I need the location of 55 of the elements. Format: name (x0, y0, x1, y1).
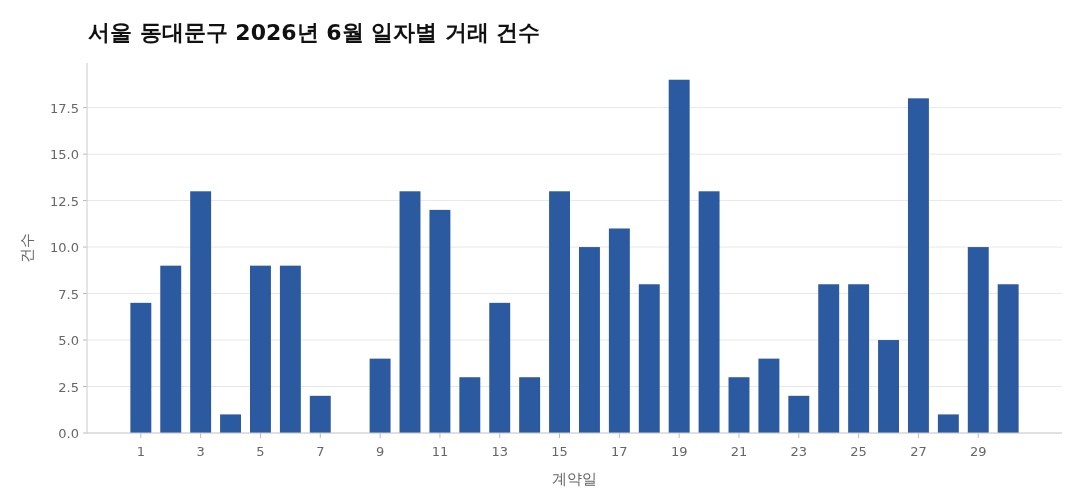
y-tick-label: 17.5 (50, 100, 79, 116)
x-tick-label: 23 (790, 444, 808, 459)
bar (967, 247, 989, 433)
bar (220, 414, 242, 433)
x-tick-label: 3 (196, 444, 205, 459)
y-tick-label: 0.0 (58, 426, 79, 441)
bar (937, 414, 959, 433)
bar (758, 358, 780, 433)
x-tick-label: 1 (136, 444, 145, 459)
bar (429, 209, 451, 433)
bar (668, 79, 690, 433)
bar (788, 395, 810, 433)
x-tick-label: 19 (670, 444, 688, 459)
y-tick-label: 7.5 (58, 286, 79, 302)
x-tick-label: 11 (431, 444, 449, 459)
bar (160, 265, 182, 433)
y-tick-label: 15.0 (50, 147, 79, 163)
bar (578, 247, 600, 433)
x-tick-label: 25 (850, 444, 867, 459)
x-tick-label: 21 (730, 444, 748, 459)
bar (878, 340, 899, 433)
x-tick-label: 9 (375, 444, 385, 459)
bar (459, 377, 481, 433)
x-tick-label: 15 (551, 444, 568, 459)
bar (399, 191, 421, 433)
y-tick-label: 12.5 (50, 193, 79, 209)
bar (818, 284, 840, 433)
bar (608, 228, 630, 433)
y-axis-title: 건수 (18, 233, 36, 263)
bar (190, 191, 212, 433)
x-tick-label: 5 (256, 444, 265, 459)
bar (369, 358, 391, 433)
y-tick-label: 10.0 (50, 240, 79, 256)
bar (250, 265, 271, 433)
bar (728, 377, 750, 433)
x-tick-label: 13 (491, 444, 508, 459)
x-tick-label: 29 (969, 444, 987, 459)
bar (519, 377, 541, 433)
x-tick-label: 17 (611, 444, 628, 459)
x-tick-label: 27 (910, 444, 927, 459)
bar (638, 284, 660, 433)
bar (997, 284, 1019, 433)
x-tick-label: 7 (316, 444, 325, 459)
y-tick-label: 5.0 (58, 333, 79, 349)
bar (130, 302, 152, 433)
y-tick-label: 2.5 (58, 379, 79, 395)
bar (279, 265, 301, 433)
bar (907, 98, 929, 433)
x-axis-title: 계약일 (552, 470, 597, 488)
chart-title: 서울 동대문구 2026년 6월 일자별 거래 건수 (88, 20, 541, 45)
bar (489, 302, 511, 433)
bar (848, 284, 870, 433)
bar (549, 191, 571, 433)
bar (698, 191, 720, 433)
bar (309, 395, 331, 433)
